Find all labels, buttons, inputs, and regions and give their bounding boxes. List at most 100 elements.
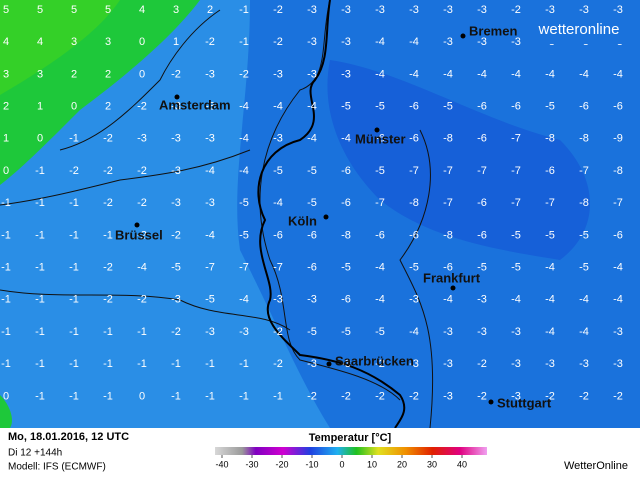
grid-value: -3 [613,4,623,16]
grid-value: -2 [171,326,181,338]
grid-value: -2 [171,229,181,241]
grid-value: -3 [341,4,351,16]
grid-value: -2 [579,390,589,402]
grid-value: -6 [409,133,419,145]
city-label: Amsterdam [159,97,231,112]
grid-value: -1 [69,358,79,370]
grid-value: -3 [171,197,181,209]
grid-value: -7 [511,133,521,145]
grid-value: -6 [307,262,317,274]
grid-value: -4 [443,294,453,306]
grid-value: -7 [239,262,249,274]
grid-value: 0 [71,101,77,113]
grid-value: -3 [443,36,453,48]
grid-value: -2 [273,4,283,16]
grid-value: -8 [443,229,453,241]
grid-value: -1 [103,390,113,402]
grid-value: 5 [71,4,77,16]
grid-value: 0 [37,133,43,145]
grid-value: -4 [579,68,589,80]
grid-value: 2 [105,101,111,113]
grid-value: -7 [477,165,487,177]
grid-value: -2 [375,358,385,370]
grid-value: -2 [137,165,147,177]
grid-value: -2 [307,390,317,402]
grid-value: -3 [205,68,215,80]
grid-value: -3 [205,101,215,113]
grid-value: -4 [545,294,555,306]
grid-value: -1 [205,390,215,402]
grid-value: 3 [37,68,43,80]
colorbar-tick-label: -40 [215,459,228,469]
grid-value: -6 [409,101,419,113]
grid-value: -5 [239,197,249,209]
colorbar [215,447,487,455]
legend-title: Temperatur [°C] [309,432,392,444]
grid-value: -1 [171,390,181,402]
grid-value: -3 [443,390,453,402]
grid-value: -3 [171,294,181,306]
city-label: Köln [288,213,317,228]
grid-value: -4 [375,294,385,306]
grid-value: -3 [409,358,419,370]
grid-value: -2 [103,294,113,306]
grid-value: -7 [545,197,555,209]
grid-value: -3 [477,36,487,48]
logo-box [527,14,631,44]
grid-value: 3 [3,68,9,80]
grid-value: -4 [239,101,249,113]
grid-value: -2 [137,229,147,241]
grid-value: -5 [307,326,317,338]
grid-value: -5 [545,229,555,241]
grid-value: -4 [375,36,385,48]
grid-value: -6 [273,229,283,241]
grid-value: -4 [239,133,249,145]
grid-value: -5 [307,165,317,177]
grid-value: -4 [613,262,623,274]
grid-value: -3 [477,294,487,306]
grid-value: -1 [171,358,181,370]
grid-value: -3 [137,133,147,145]
colorbar-tick-label: 0 [339,459,344,469]
grid-value: -3 [205,133,215,145]
grid-value: -1 [1,358,11,370]
grid-value: -5 [511,262,521,274]
grid-value: -6 [613,229,623,241]
city-label: Stuttgart [497,395,552,410]
grid-value: -5 [239,229,249,241]
grid-value: -4 [409,326,419,338]
grid-value: 5 [105,4,111,16]
grid-value: -3 [477,326,487,338]
grid-value: -1 [69,294,79,306]
grid-value: -1 [103,229,113,241]
grid-value: -6 [443,262,453,274]
grid-value: 3 [71,36,77,48]
grid-value: -2 [273,36,283,48]
grid-value: -3 [307,68,317,80]
grid-value: -3 [511,36,521,48]
grid-value: -1 [69,197,79,209]
grid-value: -4 [511,68,521,80]
grid-value: -1 [239,358,249,370]
warmer-region [0,0,120,95]
grid-value: -1 [1,197,11,209]
grid-value: -1 [103,326,113,338]
grid-value: -5 [579,262,589,274]
grid-value: -4 [545,262,555,274]
grid-value: -4 [273,197,283,209]
grid-value: -7 [443,197,453,209]
grid-value: -3 [171,165,181,177]
grid-value: -3 [171,133,181,145]
city-label: Saarbrücken [335,353,414,368]
grid-value: -5 [579,229,589,241]
grid-value: -1 [35,358,45,370]
grid-value: -1 [35,262,45,274]
grid-value: -4 [341,133,351,145]
city-dot [134,222,140,228]
grid-value: -5 [341,326,351,338]
grid-value: -1 [69,390,79,402]
colder-region [327,60,590,260]
national-border [257,0,406,429]
grid-value: -3 [579,358,589,370]
grid-value: -4 [477,68,487,80]
